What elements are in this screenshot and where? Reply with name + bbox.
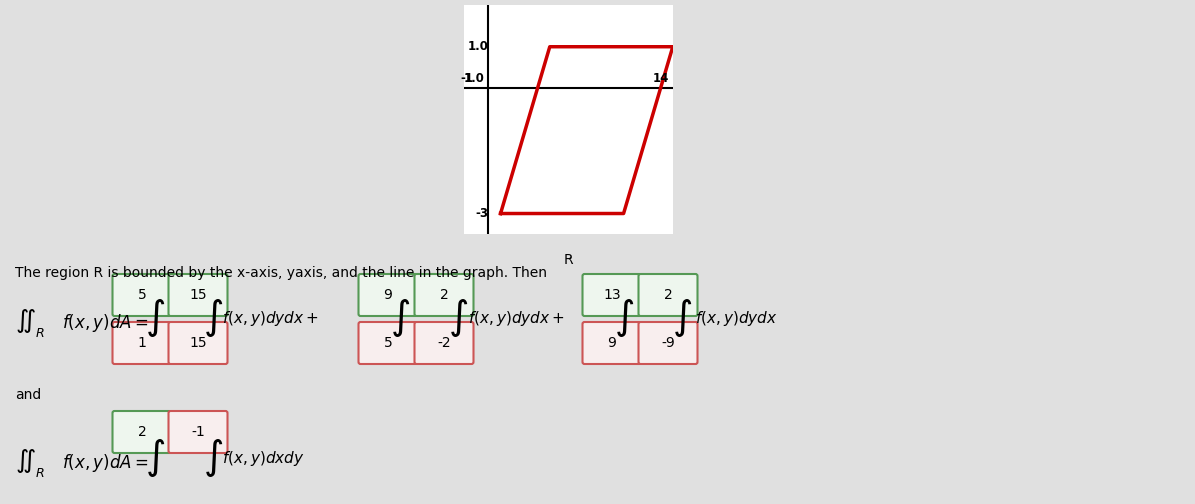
FancyBboxPatch shape xyxy=(638,274,698,316)
FancyBboxPatch shape xyxy=(168,411,227,453)
Text: 15: 15 xyxy=(189,288,207,302)
Text: $\int$: $\int$ xyxy=(390,297,410,339)
FancyBboxPatch shape xyxy=(168,274,227,316)
Text: -1: -1 xyxy=(191,425,204,439)
Text: 9: 9 xyxy=(607,336,617,350)
FancyBboxPatch shape xyxy=(638,322,698,364)
Text: $\int$: $\int$ xyxy=(203,437,223,479)
Text: $\int$: $\int$ xyxy=(672,297,692,339)
Text: 15: 15 xyxy=(189,336,207,350)
Text: 2: 2 xyxy=(440,288,448,302)
Text: and: and xyxy=(16,388,42,402)
Text: 5: 5 xyxy=(384,336,392,350)
FancyBboxPatch shape xyxy=(112,322,172,364)
Text: $f(x,y)dA =$: $f(x,y)dA =$ xyxy=(62,312,148,334)
FancyBboxPatch shape xyxy=(415,322,473,364)
Text: $\int$: $\int$ xyxy=(145,297,165,339)
FancyBboxPatch shape xyxy=(358,322,417,364)
Text: $f(x,y)dydx+$: $f(x,y)dydx+$ xyxy=(468,308,565,328)
Text: $f(x,y)dA =$: $f(x,y)dA =$ xyxy=(62,452,148,474)
Text: $\int$: $\int$ xyxy=(448,297,468,339)
Text: 9: 9 xyxy=(384,288,392,302)
Text: $\int\!\!\int_R$: $\int\!\!\int_R$ xyxy=(16,307,45,339)
FancyBboxPatch shape xyxy=(112,411,172,453)
Text: 1.0: 1.0 xyxy=(467,40,489,53)
Text: $\int$: $\int$ xyxy=(614,297,635,339)
Text: -1: -1 xyxy=(460,72,473,85)
FancyBboxPatch shape xyxy=(415,274,473,316)
FancyBboxPatch shape xyxy=(168,322,227,364)
FancyBboxPatch shape xyxy=(358,274,417,316)
Text: $f(x,y)dxdy$: $f(x,y)dxdy$ xyxy=(222,449,305,468)
Text: $f(x,y)dydx$: $f(x,y)dydx$ xyxy=(695,308,778,328)
Text: 2: 2 xyxy=(137,425,146,439)
Text: -3: -3 xyxy=(476,207,489,220)
Text: 13: 13 xyxy=(603,288,621,302)
Text: -2: -2 xyxy=(437,336,451,350)
Text: $f(x,y)dydx+$: $f(x,y)dydx+$ xyxy=(222,308,319,328)
Text: R: R xyxy=(563,253,574,267)
Text: 1: 1 xyxy=(137,336,147,350)
Text: 1.0: 1.0 xyxy=(464,72,485,85)
FancyBboxPatch shape xyxy=(112,274,172,316)
Text: 5: 5 xyxy=(137,288,146,302)
Text: The region R is bounded by the x-axis, yaxis, and the line in the graph. Then: The region R is bounded by the x-axis, y… xyxy=(16,266,547,280)
Text: 2: 2 xyxy=(663,288,673,302)
Text: -9: -9 xyxy=(661,336,675,350)
Text: $\int$: $\int$ xyxy=(203,297,223,339)
FancyBboxPatch shape xyxy=(582,322,642,364)
FancyBboxPatch shape xyxy=(582,274,642,316)
Text: $\int\!\!\int_R$: $\int\!\!\int_R$ xyxy=(16,447,45,479)
Text: 14: 14 xyxy=(652,72,669,85)
Text: $\int$: $\int$ xyxy=(145,437,165,479)
